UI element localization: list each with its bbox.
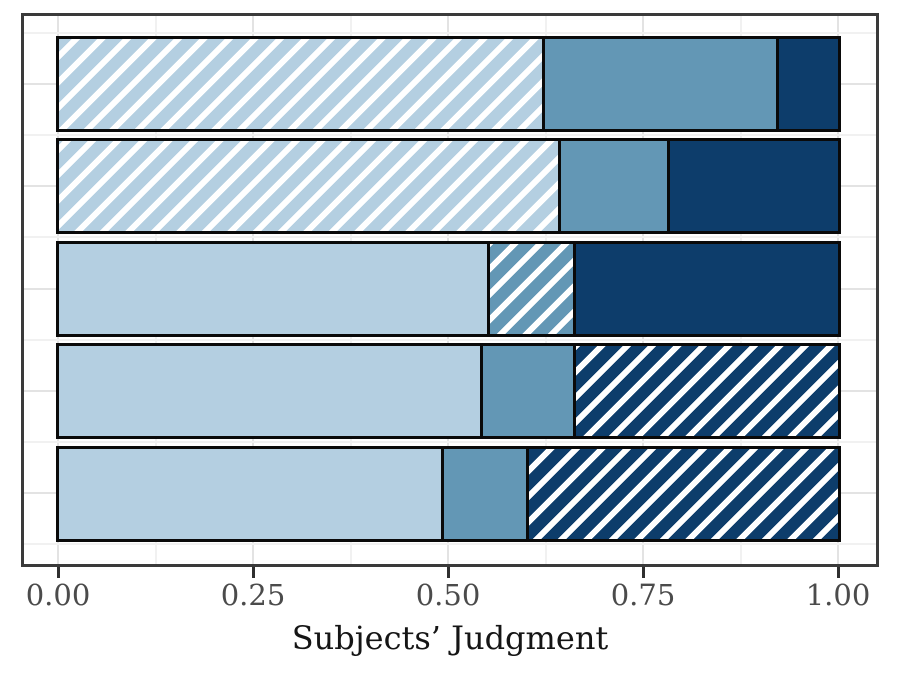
bar-segment-dark-hatched (573, 346, 838, 437)
bar-segment-medium (440, 448, 527, 539)
bar-row (56, 138, 841, 235)
gridline-y-minor (24, 543, 876, 546)
bar-row (56, 343, 841, 440)
x-tick-mark (836, 567, 840, 578)
bar-segment-light-hatched (59, 141, 558, 232)
bar-segment-light (59, 243, 488, 334)
bar-segment-light (59, 346, 480, 437)
bar-segment-dark (775, 39, 838, 129)
x-axis-title: Subjects’ Judgment (291, 619, 609, 657)
x-tick-label: 0.50 (415, 578, 481, 612)
bar-row (56, 240, 841, 337)
x-tick-mark (641, 567, 645, 578)
x-tick-label: 0.75 (610, 578, 676, 612)
bar-segment-dark-hatched (526, 448, 838, 539)
gridline-y-minor (24, 31, 876, 34)
gridline-y-minor (24, 338, 876, 341)
bar-row (56, 36, 841, 132)
gridline-y-minor (24, 134, 876, 137)
plot-panel (21, 13, 879, 567)
x-tick-mark (446, 567, 450, 578)
bar-row (56, 445, 841, 542)
bar-segment-medium (557, 141, 667, 232)
bars-layer (24, 16, 876, 564)
bar-segment-medium (479, 346, 574, 437)
x-tick-label: 1.00 (805, 578, 871, 612)
x-tick-label: 0.00 (25, 578, 91, 612)
gridline-y-minor (24, 236, 876, 239)
bar-segment-medium (541, 39, 776, 129)
bar-segment-medium-hatched (487, 243, 574, 334)
bar-segment-dark (666, 141, 838, 232)
gridline-y-minor (24, 441, 876, 444)
x-tick-label: 0.25 (220, 578, 286, 612)
x-tick-mark (56, 567, 60, 578)
bar-segment-light-hatched (59, 39, 542, 129)
x-tick-mark (251, 567, 255, 578)
bar-segment-light (59, 448, 441, 539)
bar-segment-dark (573, 243, 838, 334)
